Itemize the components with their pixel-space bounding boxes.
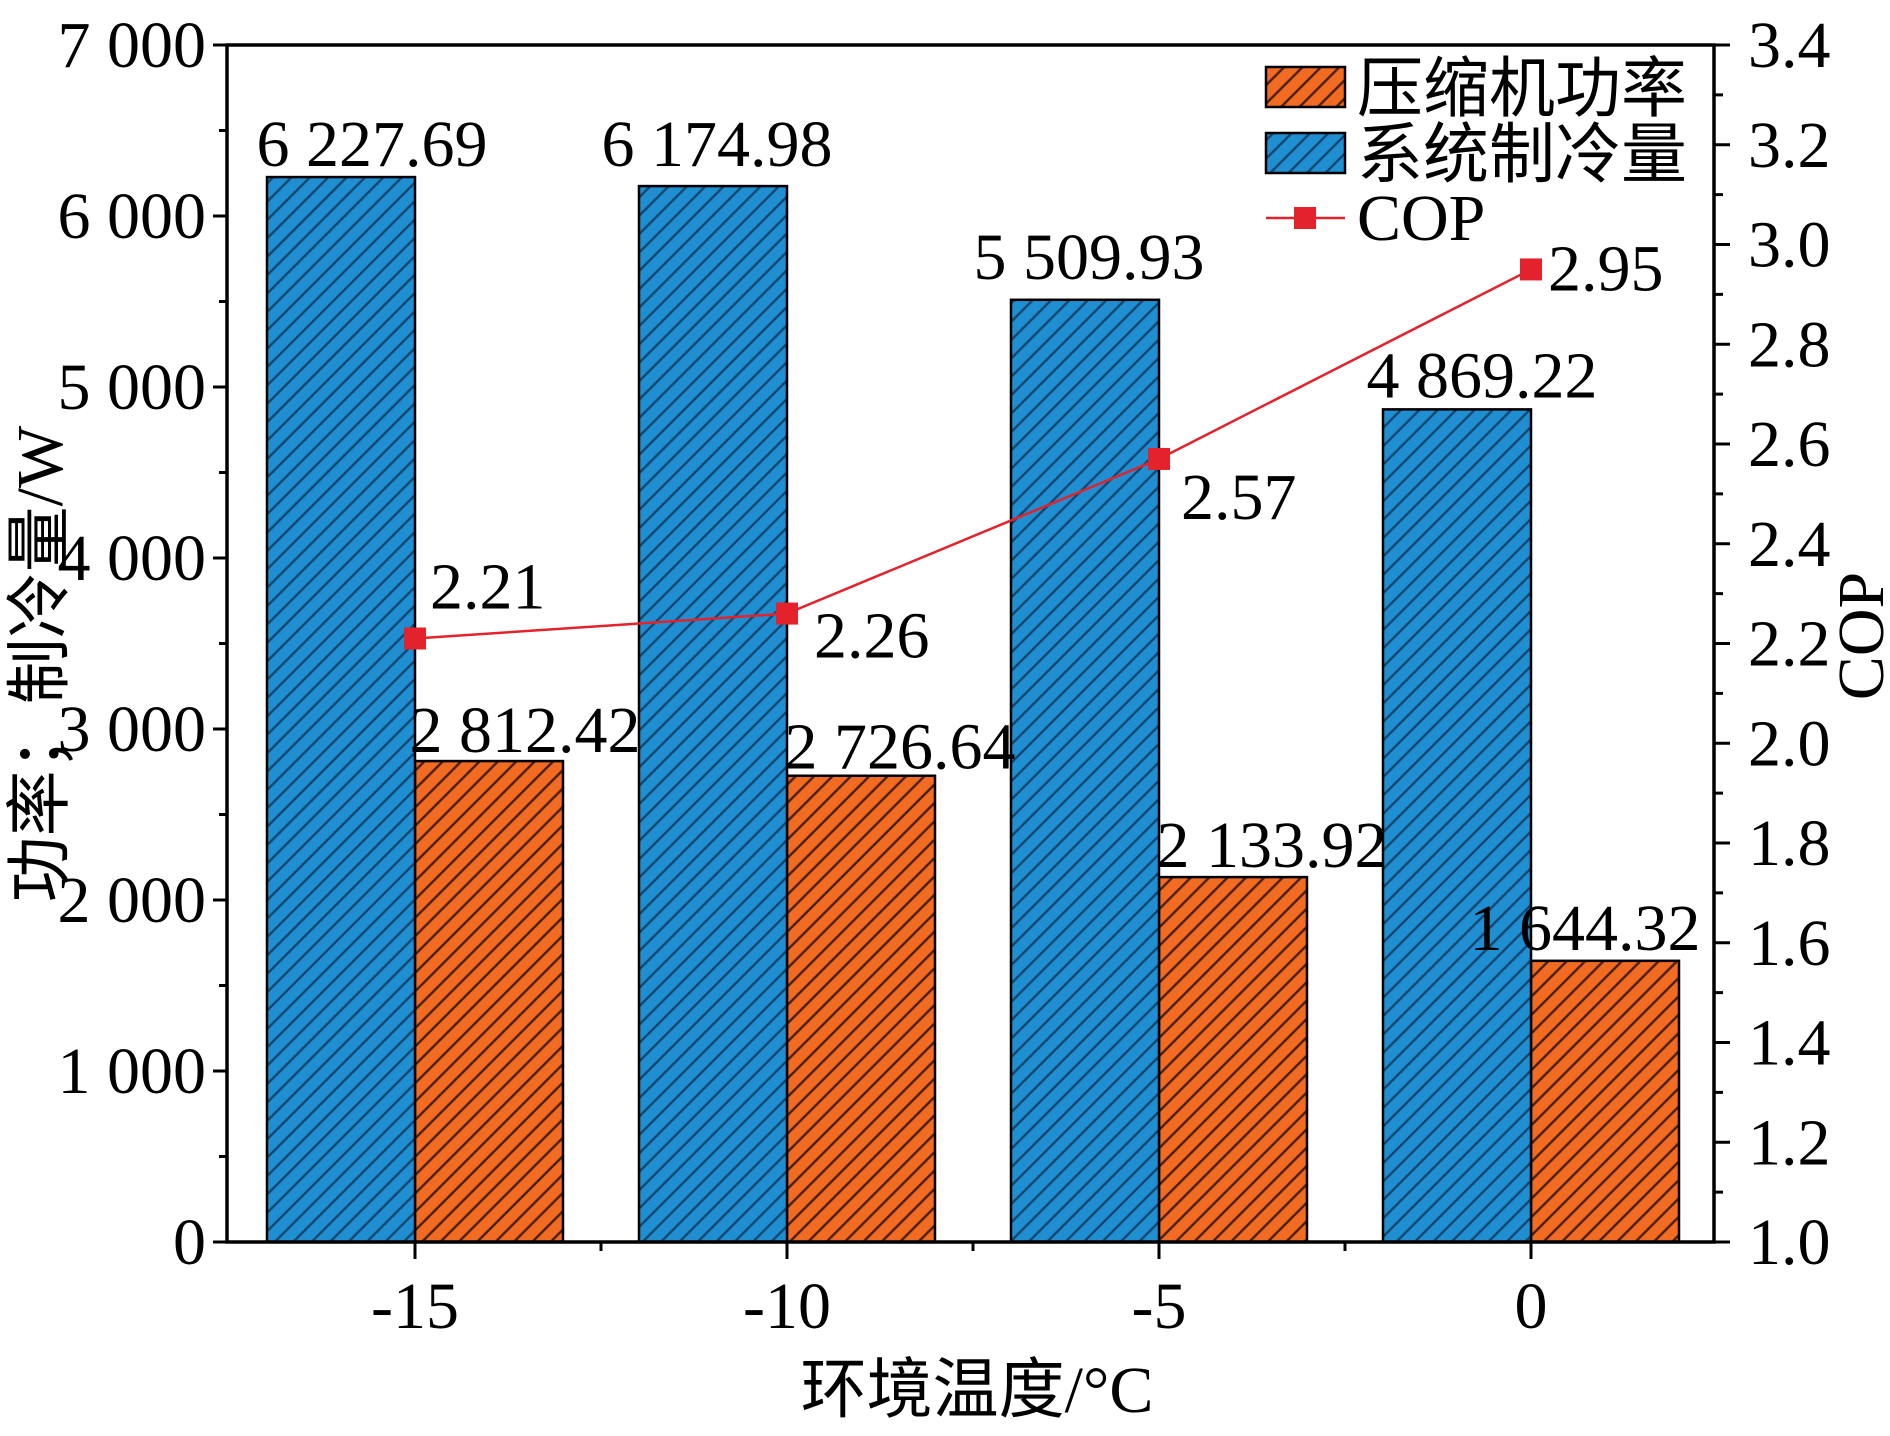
bars (265, 175, 1681, 1244)
y2-tick-label: 1.4 (1748, 1007, 1831, 1080)
legend-item-cop: COP (1266, 182, 1485, 255)
y2-axis-title: COP (1825, 572, 1890, 700)
legend-item-compressor-power: 压缩机功率 (1264, 53, 1687, 126)
y2-tick-label: 2.8 (1748, 308, 1831, 381)
y-tick-label: 5 000 (58, 351, 207, 424)
cooling-capacity-bar (265, 175, 417, 1244)
y2-tick-label: 1.2 (1748, 1106, 1831, 1179)
legend-label-cop: COP (1357, 182, 1485, 255)
y-tick-label: 4 000 (58, 522, 207, 595)
cop-marker (1148, 447, 1170, 470)
y-tick-label: 6 000 (58, 180, 207, 253)
compressor-power-value-label: 2 726.64 (785, 711, 1016, 784)
legend-item-cooling-capacity: 系统制冷量 (1264, 119, 1687, 192)
legend-swatch-cooling-capacity (1264, 131, 1347, 175)
cop-marker (776, 602, 798, 625)
cop-series (404, 258, 1542, 650)
cooling-capacity-bar (1009, 298, 1161, 1244)
cop-value-label: 2.21 (430, 551, 546, 624)
compressor-power-value-label: 2 812.42 (410, 694, 641, 767)
legend-cop-marker (1294, 207, 1316, 229)
cooling-capacity-value-label: 6 174.98 (602, 108, 833, 181)
x-axis-title: 环境温度/°C (801, 1354, 1154, 1427)
compressor-power-value-label: 1 644.32 (1470, 892, 1701, 965)
legend-label-compressor-power: 压缩机功率 (1357, 53, 1687, 126)
axis-ticks: 0 1 000 2 000 3 000 4 000 5 000 6 000 7 000 1.0 1… (58, 9, 1831, 1343)
compressor-power-bar (785, 774, 937, 1244)
y2-tick-label: 2.2 (1748, 608, 1831, 681)
cooling-capacity-bar (1381, 408, 1533, 1244)
y2-tick-label: 3.2 (1748, 109, 1831, 182)
y-tick-label: 7 000 (58, 9, 207, 82)
legend-label-cooling-capacity: 系统制冷量 (1357, 119, 1687, 192)
cop-line (414, 268, 1532, 640)
data-labels: 2 812.42 2 726.64 2 133.92 1 644.32 6 227.69… (257, 108, 1701, 965)
y2-tick-label: 1.8 (1748, 807, 1831, 880)
cooling-capacity-value-label: 6 227.69 (257, 108, 488, 181)
y2-tick-label: 1.0 (1748, 1206, 1831, 1279)
cooling-capacity-bar (637, 184, 789, 1244)
y-tick-label: 0 (173, 1206, 206, 1279)
x-tick-label: -10 (743, 1270, 831, 1343)
cooling-capacity-value-label: 5 509.93 (974, 221, 1205, 294)
y-axis-title: 功率；制冷量/W (4, 425, 77, 902)
y2-tick-label: 2.4 (1748, 508, 1831, 581)
cooling-capacity-value-label: 4 869.22 (1367, 339, 1598, 412)
y2-tick-label: 3.0 (1748, 209, 1831, 282)
cop-value-label: 2.57 (1181, 461, 1297, 534)
y-tick-label: 2 000 (58, 864, 207, 937)
compressor-power-bar (413, 759, 565, 1244)
cop-marker (404, 627, 426, 650)
legend: 压缩机功率 系统制冷量 COP (1264, 53, 1687, 255)
compressor-power-bar (1157, 875, 1309, 1244)
legend-swatch-compressor-power (1264, 65, 1347, 109)
compressor-power-bar (1529, 959, 1681, 1244)
compressor-power-value-label: 2 133.92 (1157, 809, 1388, 882)
y2-tick-label: 2.6 (1748, 408, 1831, 481)
x-tick-label: 0 (1515, 1270, 1548, 1343)
y2-tick-label: 2.0 (1748, 707, 1831, 780)
y2-tick-label: 1.6 (1748, 907, 1831, 980)
cop-value-label: 2.95 (1548, 232, 1664, 305)
y2-tick-label: 3.4 (1748, 9, 1831, 82)
cop-value-label: 2.26 (814, 600, 930, 673)
x-tick-label: -15 (371, 1270, 459, 1343)
y-tick-label: 3 000 (58, 693, 207, 766)
cop-marker (1520, 258, 1542, 281)
y-tick-label: 1 000 (58, 1035, 207, 1108)
x-tick-label: -5 (1132, 1270, 1187, 1343)
